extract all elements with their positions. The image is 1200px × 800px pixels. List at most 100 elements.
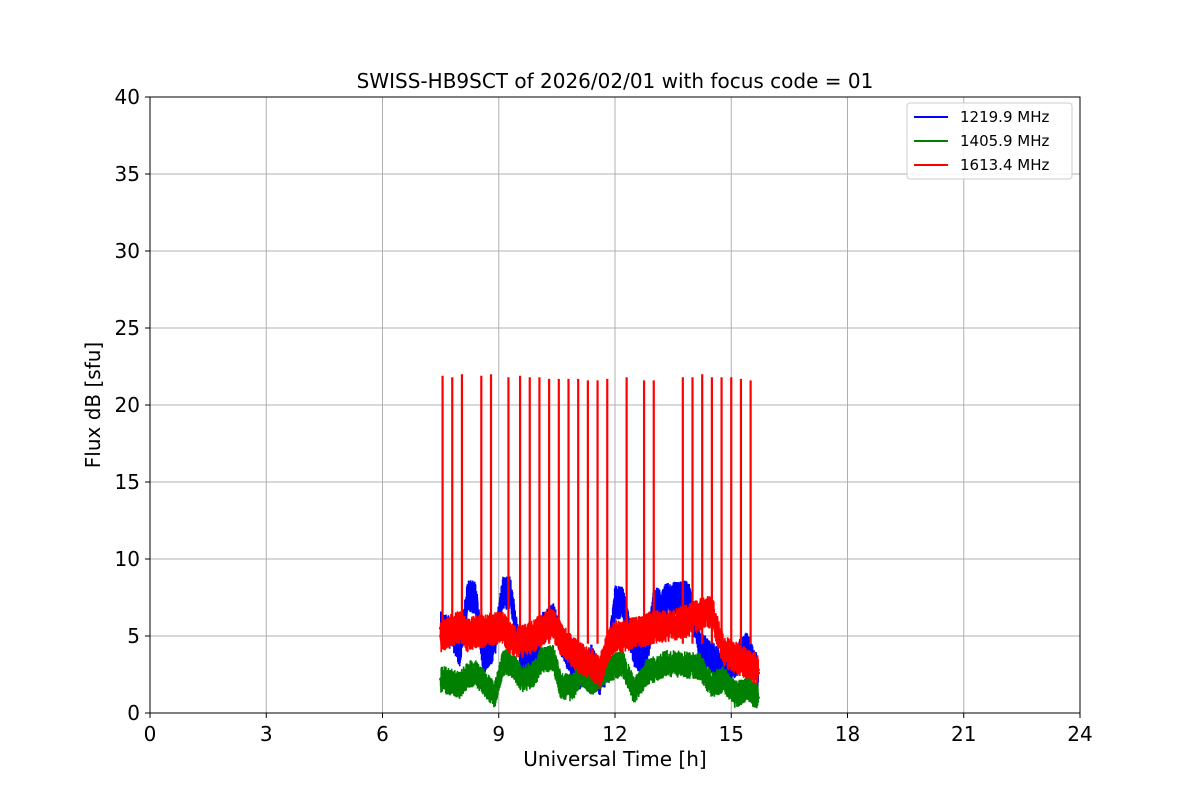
y-tick-label: 20: [115, 393, 140, 417]
series-1405-9-mhz-point: [551, 656, 555, 660]
series-1405-9-mhz-point: [559, 683, 563, 687]
x-tick-label: 9: [492, 722, 505, 746]
series-1219-9-mhz-point: [474, 596, 477, 599]
series-1405-9-mhz-point: [675, 662, 679, 666]
series-1405-9-mhz-point: [501, 662, 505, 666]
series-1405-9-mhz-point: [745, 686, 749, 690]
x-tick-label: 3: [260, 722, 273, 746]
series-1405-9-mhz-point: [450, 680, 454, 684]
series-1613-4-mhz-point: [493, 626, 497, 630]
series-1219-9-mhz-point: [508, 591, 512, 595]
series-1613-4-mhz-point: [621, 634, 625, 638]
series-1405-9-mhz-point: [439, 677, 443, 681]
series-1219-9-mhz-point: [710, 656, 714, 660]
series-1405-9-mhz-point: [652, 668, 656, 672]
series-1219-9-mhz-point: [675, 596, 679, 599]
series-1613-4-mhz-point: [520, 640, 524, 644]
series-1613-4-mhz-point: [458, 625, 462, 629]
series-1613-4-mhz-point: [559, 637, 563, 641]
series-1405-9-mhz-point: [508, 660, 512, 664]
series-1405-9-mhz-point: [481, 680, 485, 684]
x-tick-label: 21: [951, 722, 976, 746]
series-1613-4-mhz-point: [532, 634, 536, 638]
series-1613-4-mhz-point: [722, 649, 725, 653]
x-tick-label: 6: [376, 722, 389, 746]
series-1405-9-mhz-point: [493, 693, 497, 697]
x-tick-label: 0: [144, 722, 157, 746]
series-1613-4-mhz-point: [632, 631, 636, 635]
series-1613-4-mhz-point: [439, 634, 443, 638]
series-1219-9-mhz-point: [466, 594, 470, 598]
series-1613-4-mhz-point: [551, 622, 555, 626]
series-1405-9-mhz-point: [474, 671, 477, 675]
x-axis-label: Universal Time [h]: [523, 747, 706, 771]
series-1405-9-mhz-point: [710, 683, 714, 687]
legend-label-1219-9: 1219.9 MHz: [960, 108, 1049, 126]
series-1613-4-mhz-point: [570, 649, 574, 653]
series-1405-9-mhz-point: [632, 689, 636, 693]
series-1219-9-mhz-point: [458, 649, 462, 653]
series-1613-4-mhz-point: [698, 612, 702, 616]
series-1219-9-mhz-point: [501, 591, 505, 595]
series-1613-4-mhz-point: [508, 637, 512, 641]
series-1613-4-mhz-point: [474, 629, 477, 633]
x-tick-label: 18: [835, 722, 860, 746]
series-1613-4-mhz-point: [590, 662, 594, 666]
series-1613-4-mhz-point: [605, 646, 609, 650]
series-1405-9-mhz-point: [466, 673, 470, 676]
x-tick-label: 12: [602, 722, 627, 746]
series-1613-4-mhz-point: [481, 629, 485, 633]
series-1405-9-mhz-point: [698, 665, 702, 669]
series-1219-9-mhz-point: [687, 596, 691, 599]
x-tick-label: 24: [1067, 722, 1092, 746]
x-tick-label: 15: [719, 722, 744, 746]
series-1613-4-mhz: [439, 595, 760, 690]
series-1405-9-mhz-point: [532, 673, 536, 676]
series-1405-9-mhz-point: [722, 677, 725, 681]
legend: 1219.9 MHz 1405.9 MHz 1613.4 MHz: [906, 102, 1073, 180]
series-1405-9-mhz-point: [520, 677, 524, 681]
series-1219-9-mhz-point: [481, 656, 485, 660]
series-1613-4-mhz-point: [539, 628, 543, 632]
series-1405-9-mhz-point: [590, 680, 594, 684]
series-1613-4-mhz-point: [501, 625, 505, 629]
series-1405-9-mhz-point: [621, 662, 625, 666]
series-1219-9-mhz-point: [532, 656, 536, 660]
series-1613-4-mhz-point: [675, 622, 679, 626]
y-axis: 0 5 10 15 20 25 30 35 40: [115, 85, 150, 725]
y-tick-label: 25: [115, 316, 140, 340]
series-1613-4-mhz-point: [733, 656, 737, 660]
series-1613-4-mhz-point: [687, 619, 691, 623]
series-1219-9-mhz-point: [698, 646, 702, 650]
series-1405-9-mhz-point: [756, 696, 760, 700]
series-1219-9-mhz-point: [613, 600, 617, 604]
chart-title: SWISS-HB9SCT of 2026/02/01 with focus co…: [357, 69, 874, 93]
y-tick-label: 35: [115, 162, 140, 186]
series-layer: [439, 374, 760, 709]
legend-label-1613-4: 1613.4 MHz: [960, 156, 1049, 174]
series-1219-9-mhz-point: [663, 599, 667, 603]
series-1613-4-mhz-point: [644, 628, 648, 632]
series-1405-9-mhz-point: [605, 668, 609, 672]
series-1613-4-mhz-point: [663, 625, 667, 629]
series-1219-9-mhz-point: [621, 602, 625, 606]
y-tick-label: 5: [127, 624, 140, 648]
series-1405-9-mhz-point: [644, 671, 648, 675]
y-axis-label: Flux dB [sfu]: [81, 342, 105, 468]
series-1405-9-mhz-point: [663, 662, 667, 666]
series-1613-4-mhz-point: [756, 668, 760, 672]
y-tick-label: 0: [127, 701, 140, 725]
y-tick-label: 30: [115, 239, 140, 263]
legend-label-1405-9: 1405.9 MHz: [960, 132, 1049, 150]
series-1405-9-mhz-point: [458, 683, 462, 687]
series-1613-4-mhz-line: [439, 595, 759, 690]
x-axis: 0 3 6 9 12 15 18 21 24: [144, 713, 1093, 746]
y-tick-label: 40: [115, 85, 140, 109]
series-1405-9-mhz-point: [687, 663, 691, 667]
series-1405-9-mhz-line: [439, 644, 759, 709]
series-1613-4-mhz-point: [613, 634, 617, 638]
series-1405-9-mhz-point: [570, 686, 574, 690]
series-1613-4-mhz-point: [598, 671, 601, 675]
series-1613-4-mhz-point: [578, 656, 582, 660]
